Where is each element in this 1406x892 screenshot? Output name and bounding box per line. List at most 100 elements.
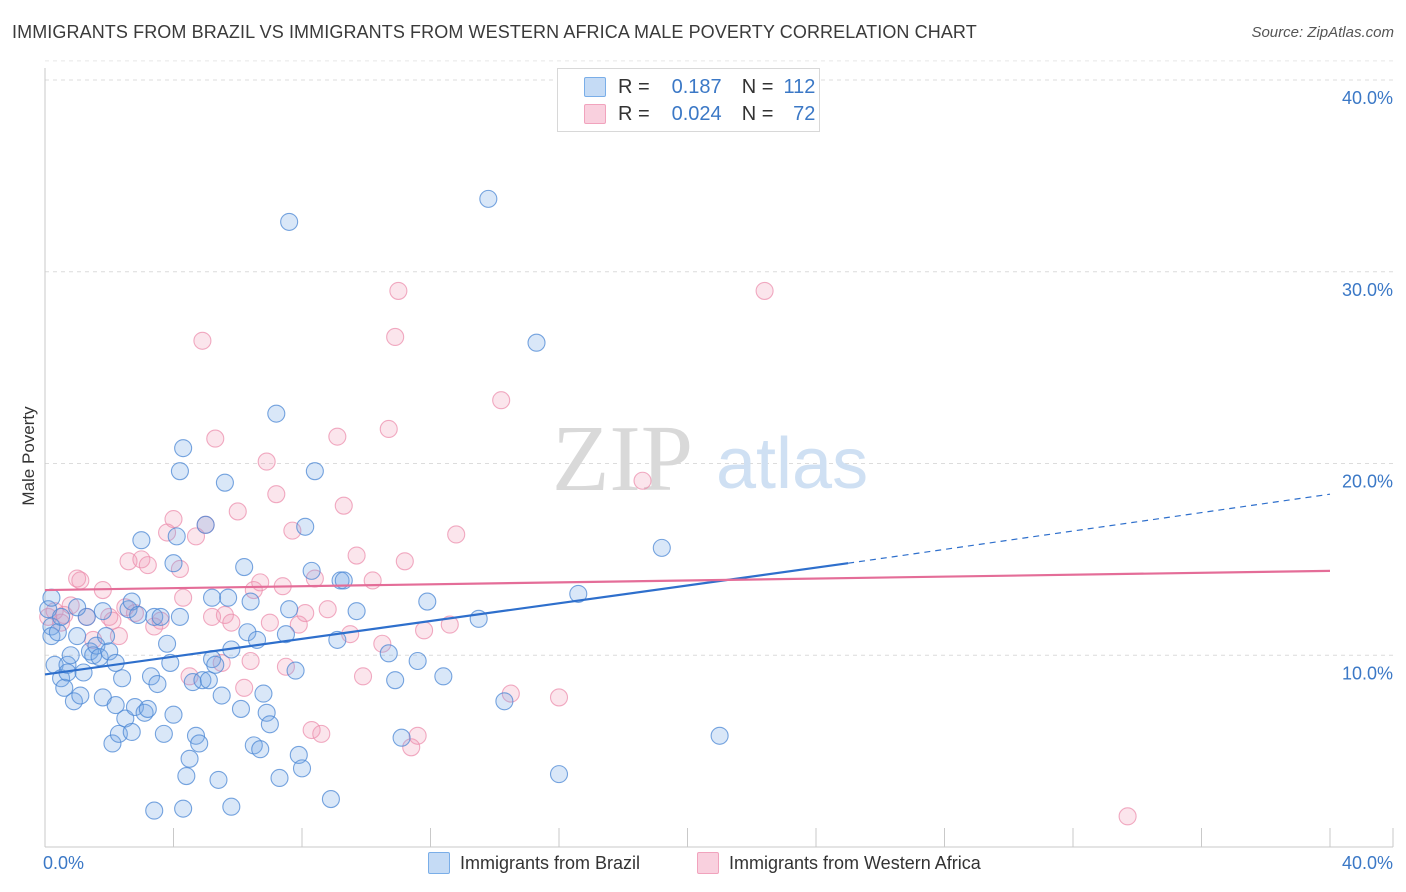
point-brazil-109 — [710, 726, 729, 745]
point-brazil-39 — [145, 607, 164, 626]
point-brazil-40 — [145, 801, 164, 820]
point-western-africa-69 — [633, 471, 652, 490]
point-brazil-23 — [100, 642, 119, 661]
legend-r-value-brazil: 0.187 — [671, 75, 722, 98]
point-brazil-31 — [122, 722, 141, 742]
point-brazil-111 — [68, 598, 87, 617]
point-brazil-69 — [222, 797, 241, 816]
point-western-africa-33 — [228, 502, 247, 521]
point-brazil-103 — [479, 189, 498, 208]
point-brazil-57 — [190, 734, 209, 753]
point-brazil-70 — [231, 699, 251, 718]
point-brazil-43 — [154, 724, 173, 743]
point-western-africa-39 — [260, 613, 279, 632]
watermark-atlas: atlas — [716, 424, 868, 504]
point-brazil-106 — [549, 765, 569, 784]
point-western-africa-60 — [395, 552, 414, 571]
point-brazil-101 — [434, 667, 453, 686]
point-brazil-63 — [206, 655, 225, 674]
point-brazil-64 — [209, 770, 228, 789]
points-brazil — [39, 189, 729, 820]
point-western-africa-32 — [222, 613, 241, 632]
point-brazil-13 — [71, 686, 90, 705]
point-brazil-81 — [270, 768, 289, 788]
point-brazil-92 — [328, 630, 347, 649]
point-brazil-8 — [58, 655, 77, 674]
point-brazil-15 — [77, 607, 96, 626]
point-brazil-97 — [386, 671, 405, 690]
point-brazil-90 — [305, 462, 324, 481]
point-brazil-82 — [276, 625, 295, 644]
point-western-africa-55 — [363, 571, 382, 590]
point-brazil-10 — [61, 646, 80, 665]
point-western-africa-17 — [138, 556, 157, 575]
point-brazil-51 — [174, 799, 193, 818]
point-brazil-85 — [286, 661, 305, 680]
legend-r-label: R = — [618, 75, 650, 98]
y-tick-label-2: 30.0% — [1342, 280, 1393, 300]
point-brazil-67 — [219, 588, 238, 607]
point-brazil-50 — [170, 462, 189, 481]
point-brazil-59 — [196, 515, 215, 534]
point-brazil-73 — [241, 592, 260, 611]
point-western-africa-35 — [241, 651, 260, 671]
point-brazil-78 — [257, 703, 276, 722]
legend-swatch-brazil — [584, 77, 606, 97]
grid-lines — [45, 60, 1393, 656]
point-western-africa-31 — [215, 605, 234, 625]
point-brazil-21 — [93, 602, 112, 621]
point-brazil-96 — [379, 644, 398, 663]
point-brazil-5 — [52, 607, 71, 626]
point-brazil-66 — [215, 473, 234, 492]
point-western-africa-70 — [755, 281, 774, 300]
trend-lines — [44, 493, 1331, 676]
point-brazil-72 — [238, 623, 257, 642]
y-axis-label: Male Poverty — [19, 406, 38, 506]
series-legend-brazil: Immigrants from Brazil — [428, 852, 640, 874]
point-western-africa-57 — [379, 419, 398, 439]
point-brazil-37 — [138, 699, 157, 718]
point-western-africa-46 — [302, 720, 321, 740]
tick-labels: 10.0% 20.0% 30.0% 40.0% 0.0% 40.0% — [43, 88, 1393, 873]
point-brazil-25 — [106, 696, 125, 715]
y-tick-label-1: 20.0% — [1342, 472, 1393, 492]
point-western-africa-66 — [492, 391, 511, 410]
point-brazil-58 — [193, 671, 212, 690]
point-brazil-42 — [151, 607, 170, 626]
legend-row-brazil: R = 0.187 N = 112 — [584, 74, 815, 100]
series-label-brazil: Immigrants from Brazil — [460, 852, 641, 873]
point-western-africa-44 — [289, 615, 308, 634]
point-brazil-104 — [495, 692, 514, 711]
point-brazil-7 — [55, 678, 74, 697]
point-brazil-110 — [42, 588, 61, 607]
legend-n-value-brazil: 112 — [783, 75, 816, 98]
correlation-legend: R = 0.187 N = 112 R = 0.024 N = 72 — [557, 68, 820, 132]
point-western-africa-21 — [164, 510, 183, 529]
point-brazil-71 — [235, 557, 254, 577]
series-legend-western-africa: Immigrants from Western Africa — [697, 852, 981, 874]
axes — [44, 68, 1394, 848]
trendline-extension-brazil — [848, 493, 1331, 564]
point-brazil-14 — [74, 663, 93, 682]
point-western-africa-59 — [389, 281, 408, 300]
points-western-africa — [39, 281, 1137, 826]
point-brazil-91 — [321, 790, 340, 809]
point-brazil-54 — [180, 749, 199, 768]
point-brazil-35 — [132, 531, 151, 550]
point-western-africa-56 — [373, 634, 392, 653]
y-tick-label-0: 10.0% — [1342, 663, 1393, 683]
point-brazil-41 — [148, 674, 167, 694]
point-brazil-76 — [251, 740, 270, 759]
point-western-africa-64 — [440, 615, 459, 634]
point-brazil-53 — [177, 767, 196, 786]
point-western-africa-68 — [549, 688, 569, 707]
point-western-africa-53 — [347, 546, 366, 565]
source-label: Source: ZipAtlas.com — [1251, 24, 1394, 41]
chart-title: IMMIGRANTS FROM BRAZIL VS IMMIGRANTS FRO… — [12, 22, 977, 42]
point-brazil-79 — [260, 715, 279, 734]
point-western-africa-61 — [402, 738, 421, 757]
point-brazil-24 — [103, 734, 122, 753]
point-brazil-89 — [302, 561, 321, 580]
legend-swatch-western-africa — [584, 104, 606, 124]
point-brazil-86 — [289, 745, 308, 765]
